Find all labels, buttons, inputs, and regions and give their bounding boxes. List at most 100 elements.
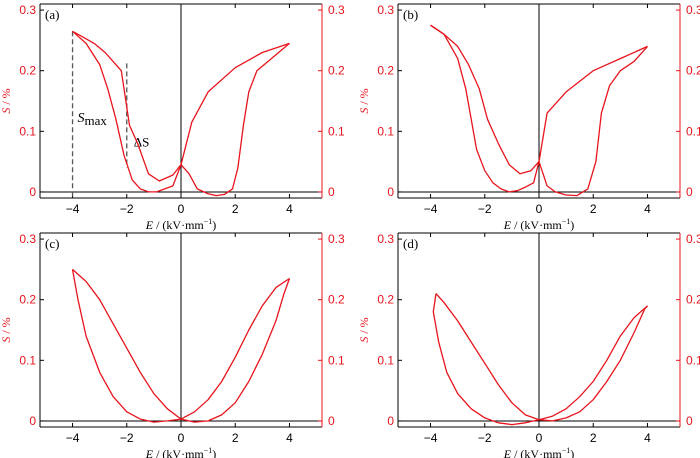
y-tick-label-left: 0.1: [19, 353, 36, 367]
y-tick-label-right: 0.3: [686, 232, 700, 246]
x-axis-title-unit: / (kV·mm: [511, 218, 562, 232]
y-tick-label-right: 0: [686, 414, 693, 428]
y-axis-title: S / %: [357, 88, 371, 113]
x-tick-label: −2: [478, 202, 492, 216]
panel-label: (c): [45, 236, 59, 251]
y-tick-label-right: 0.1: [328, 353, 345, 367]
y-tick-label-left: 0.2: [19, 64, 36, 78]
x-tick-label: 0: [536, 431, 543, 445]
x-axis-title: E / (kV·mm−1): [145, 446, 217, 458]
y-axis-title-unit: / %: [0, 317, 13, 336]
x-tick-label: 2: [590, 202, 597, 216]
y-tick-label-left: 0.3: [377, 232, 394, 246]
y-tick-label-right: 0.1: [686, 353, 700, 367]
x-tick-label: 2: [232, 431, 239, 445]
y-tick-label-right: 0.3: [328, 232, 345, 246]
chart-panel-c: −4 −2 0 2 4 0 0 0.1 0.1 0.2 0.2 0.3 0.3 (c) E / (kV·mm…: [0, 232, 345, 458]
y-tick-label-left: 0: [387, 185, 394, 199]
x-axis-title-unit: / (kV·mm: [153, 447, 204, 458]
smax-annotation: Smax: [78, 111, 108, 128]
strain-curve-branch-1: [435, 293, 648, 421]
y-tick-label-right: 0.1: [686, 124, 700, 138]
x-tick-label: 0: [536, 202, 543, 216]
strain-curve-branch-2: [72, 30, 290, 197]
x-tick-label: −4: [66, 431, 80, 445]
y-tick-label-left: 0.3: [19, 3, 36, 17]
y-tick-label-right: 0.3: [686, 3, 700, 17]
y-tick-label-left: 0: [29, 414, 36, 428]
y-axis-title: S / %: [0, 88, 13, 113]
y-tick-label-left: 0.3: [377, 3, 394, 17]
x-tick-label: −4: [66, 202, 80, 216]
y-tick-label-left: 0.2: [19, 293, 36, 307]
x-axis-title: E / (kV·mm−1): [503, 217, 575, 232]
x-tick-label: 0: [178, 431, 185, 445]
smax-annotation-subscript: max: [85, 113, 108, 128]
x-axis-title-symbol: E: [503, 218, 512, 232]
x-axis-title: E / (kV·mm−1): [145, 217, 217, 232]
x-tick-label: −4: [424, 431, 438, 445]
panel-label: (d): [403, 236, 418, 251]
chart-panel-a: −4 −2 0 2 4 0 0 0.1 0.1 0.2 0.2 0.3 0.3 (a) E / (kV·mm…: [0, 3, 345, 232]
y-tick-label-right: 0.2: [686, 293, 700, 307]
x-tick-label: −2: [120, 431, 134, 445]
y-tick-label-left: 0.1: [19, 124, 36, 138]
chart-panel-b: −4 −2 0 2 4 0 0 0.1 0.1 0.2 0.2 0.3 0.3 (b) E / (kV·mm…: [357, 3, 700, 232]
x-tick-label: 2: [590, 431, 597, 445]
x-axis-title-exponent: −1: [204, 446, 213, 455]
x-axis-title-close: ): [570, 447, 574, 458]
smax-annotation-symbol: S: [78, 111, 85, 126]
x-tick-label: −2: [478, 431, 492, 445]
y-tick-label-right: 0.1: [328, 124, 345, 138]
x-axis-title-symbol: E: [503, 447, 512, 458]
y-tick-label-right: 0.2: [328, 64, 345, 78]
strain-curve-branch-2: [432, 293, 648, 426]
panel-label: (b): [403, 7, 418, 22]
x-axis-title-symbol: E: [145, 447, 154, 458]
x-axis-title-close: ): [212, 447, 216, 458]
y-tick-label-left: 0.2: [377, 293, 394, 307]
y-tick-label-left: 0.1: [377, 353, 394, 367]
x-axis-title-unit: / (kV·mm: [153, 218, 204, 232]
x-tick-label: −4: [424, 202, 438, 216]
strain-curve-branch-2: [71, 269, 291, 423]
y-tick-label-left: 0: [387, 414, 394, 428]
y-axis-title: S / %: [0, 317, 13, 342]
x-axis-title-unit: / (kV·mm: [511, 447, 562, 458]
y-tick-label-right: 0.3: [328, 3, 345, 17]
y-tick-label-left: 0: [29, 185, 36, 199]
y-tick-label-left: 0.1: [377, 124, 394, 138]
y-tick-label-right: 0: [686, 185, 693, 199]
x-tick-label: 4: [644, 431, 651, 445]
y-axis-title-symbol: S: [357, 337, 371, 343]
y-axis-title-unit: / %: [357, 88, 371, 107]
x-axis-title-symbol: E: [145, 218, 154, 232]
x-tick-label: 4: [644, 202, 651, 216]
x-tick-label: 2: [232, 202, 239, 216]
chart-panel-d: −4 −2 0 2 4 0 0 0.1 0.1 0.2 0.2 0.3 0.3 (d) E / (kV·mm…: [357, 232, 700, 458]
strain-curve-branch-2: [430, 24, 648, 197]
y-tick-label-right: 0.2: [686, 64, 700, 78]
strain-curve-branch-1: [72, 30, 290, 182]
y-axis-title-unit: / %: [357, 317, 371, 336]
y-tick-label-left: 0.3: [19, 232, 36, 246]
x-tick-label: −2: [120, 202, 134, 216]
x-tick-label: 0: [178, 202, 185, 216]
x-tick-label: 4: [286, 431, 293, 445]
x-axis-title-exponent: −1: [562, 446, 571, 455]
y-axis-title: S / %: [357, 317, 371, 342]
y-axis-title-symbol: S: [0, 337, 13, 343]
y-axis-title-symbol: S: [357, 108, 371, 114]
y-tick-label-left: 0.2: [377, 64, 394, 78]
x-tick-label: 4: [286, 202, 293, 216]
x-axis-title: E / (kV·mm−1): [503, 446, 575, 458]
strain-curve-branch-1: [430, 24, 648, 175]
x-axis-title-close: ): [212, 218, 216, 232]
y-tick-label-right: 0: [328, 414, 335, 428]
x-axis-title-close: ): [570, 218, 574, 232]
y-axis-title-symbol: S: [0, 108, 13, 114]
delta-s-annotation: ΔS: [134, 134, 150, 149]
x-axis-title-exponent: −1: [562, 217, 571, 226]
y-tick-label-right: 0: [328, 185, 335, 199]
